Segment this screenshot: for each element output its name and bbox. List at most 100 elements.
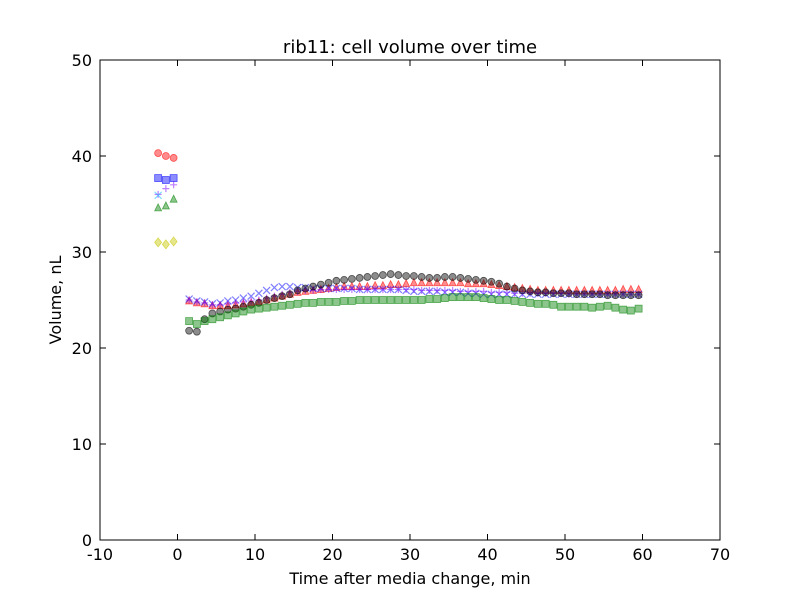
data-point-plus — [433, 286, 441, 294]
data-point-square — [464, 293, 473, 302]
data-point-plus — [573, 290, 581, 298]
data-point-square — [510, 297, 519, 305]
data-point-plus — [588, 290, 596, 298]
data-point-circle — [223, 305, 232, 314]
data-point-square — [409, 296, 418, 304]
data-point-plus — [193, 298, 201, 306]
data-point-plus — [402, 285, 410, 293]
data-point-square — [208, 315, 217, 324]
data-point-square — [580, 302, 589, 311]
data-point-plus — [239, 298, 247, 306]
data-point-circle — [332, 276, 341, 285]
data-point-square — [355, 296, 364, 304]
data-point-triangle — [409, 277, 419, 287]
data-point-x — [293, 283, 302, 292]
data-point-square — [223, 311, 232, 320]
data-point-square — [169, 174, 178, 182]
data-point-circle — [363, 273, 372, 281]
x-tick-label: 30 — [400, 545, 420, 564]
data-point-plus — [170, 181, 178, 189]
data-point-circle — [510, 284, 519, 293]
data-point-x — [270, 283, 279, 292]
data-point-plus — [549, 289, 557, 297]
data-point-circle — [254, 298, 263, 307]
data-point-square — [440, 294, 449, 302]
data-point-circle — [185, 326, 194, 335]
data-point-plus — [379, 285, 387, 293]
data-point-square — [479, 294, 488, 302]
data-point-x — [254, 289, 263, 298]
data-point-square — [402, 296, 411, 304]
data-point-circle — [161, 152, 170, 160]
data-point-plus — [301, 286, 309, 294]
data-point-circle — [371, 272, 380, 280]
data-point-plus — [286, 288, 294, 296]
data-point-square — [572, 302, 581, 311]
y-axis-label: Volume, nL — [46, 256, 65, 345]
data-point-square — [200, 317, 209, 326]
data-point-plus — [185, 296, 193, 304]
data-point-square — [557, 302, 566, 311]
data-point-square — [301, 298, 310, 307]
data-point-square — [285, 300, 294, 309]
data-point-plus — [410, 285, 418, 293]
data-point-x — [285, 282, 294, 291]
data-point-circle — [557, 289, 566, 298]
data-point-square — [192, 320, 201, 328]
data-point-triangle — [169, 194, 178, 203]
data-point-square — [270, 302, 279, 311]
data-point-square — [487, 295, 496, 303]
data-point-triangle — [456, 277, 465, 287]
data-point-circle — [340, 275, 349, 284]
data-point-circle — [208, 309, 217, 318]
data-point-plus — [270, 292, 278, 300]
data-point-circle — [394, 271, 403, 279]
data-point-circle — [247, 300, 256, 309]
data-point-circle — [595, 290, 604, 299]
data-point-square — [185, 317, 194, 326]
data-point-plus — [332, 285, 340, 293]
data-point-plus — [348, 285, 356, 293]
data-point-circle — [541, 288, 550, 297]
data-point-circle — [425, 274, 434, 282]
data-point-circle — [619, 291, 628, 300]
data-point-square — [634, 304, 643, 313]
data-point-circle — [448, 273, 457, 281]
data-point-plus — [425, 286, 433, 294]
data-point-square — [619, 305, 628, 314]
data-point-square — [425, 295, 434, 303]
data-point-circle — [518, 286, 527, 295]
data-point-triangle — [417, 277, 426, 287]
data-point-plus — [511, 289, 519, 297]
data-point-square — [231, 309, 240, 318]
data-point-plus — [387, 285, 395, 293]
data-point-circle — [293, 286, 302, 295]
data-point-square — [456, 293, 465, 302]
data-point-square — [378, 296, 387, 304]
data-point-diamond — [161, 239, 170, 250]
data-point-plus — [363, 285, 371, 293]
y-tick-label: 40 — [72, 147, 92, 166]
data-point-circle — [456, 274, 465, 282]
x-tick-label: 50 — [555, 545, 575, 564]
data-point-x — [278, 282, 287, 291]
chart-title: rib11: cell volume over time — [283, 37, 537, 58]
data-point-square — [340, 297, 349, 305]
data-point-square — [564, 302, 573, 311]
data-point-circle — [564, 289, 573, 298]
data-point-circle — [192, 327, 201, 336]
data-point-plus — [325, 285, 333, 293]
data-point-plus — [154, 190, 162, 198]
data-point-plus — [340, 285, 348, 293]
data-point-square — [526, 298, 535, 307]
data-point-square — [603, 301, 612, 310]
data-point-square — [247, 305, 256, 314]
data-point-triangle — [487, 279, 496, 289]
data-point-square — [448, 293, 457, 302]
data-point-plus — [201, 299, 209, 307]
plot-area — [153, 149, 643, 336]
data-point-square — [324, 298, 333, 306]
data-point-diamond — [169, 236, 178, 247]
